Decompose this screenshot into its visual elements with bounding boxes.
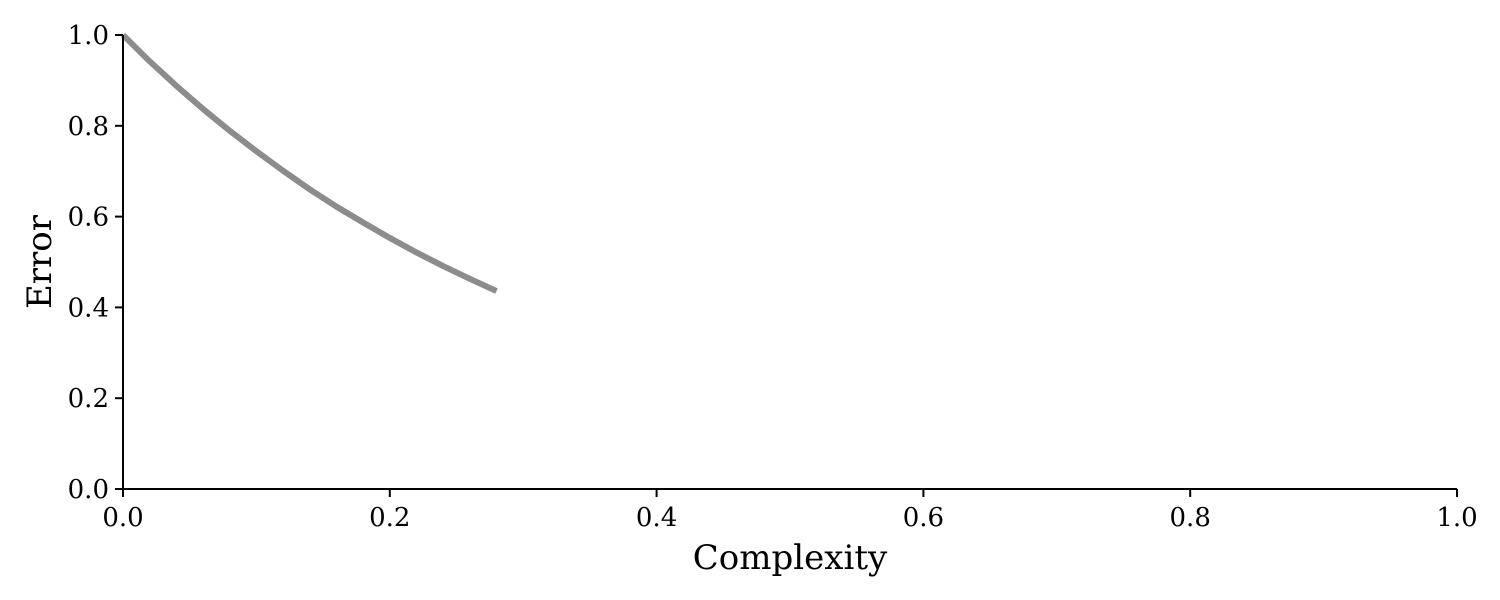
y-axis-ticks: 0.0 0.2 0.4 0.6 0.8 1.0	[68, 21, 123, 505]
y-tick-label: 0.4	[68, 293, 109, 323]
x-tick-label: 0.6	[903, 503, 944, 533]
x-tick-label: 0.4	[636, 503, 677, 533]
y-tick-label: 0.0	[68, 475, 109, 505]
y-tick-label: 0.8	[68, 112, 109, 142]
x-tick-label: 0.2	[369, 503, 410, 533]
y-tick-label: 1.0	[68, 21, 109, 51]
y-tick-label: 0.6	[68, 203, 109, 233]
x-axis-ticks: 0.0 0.2 0.4 0.6 0.8 1.0	[102, 489, 1478, 533]
x-tick-label: 0.8	[1170, 503, 1211, 533]
series-line	[120, 32, 498, 294]
y-axis-title: Error	[20, 214, 60, 309]
series-layer	[120, 32, 498, 294]
x-tick-label: 0.0	[102, 503, 143, 533]
y-tick-label: 0.2	[68, 384, 109, 414]
x-tick-label: 1.0	[1436, 503, 1477, 533]
x-axis-title: Complexity	[693, 538, 888, 578]
